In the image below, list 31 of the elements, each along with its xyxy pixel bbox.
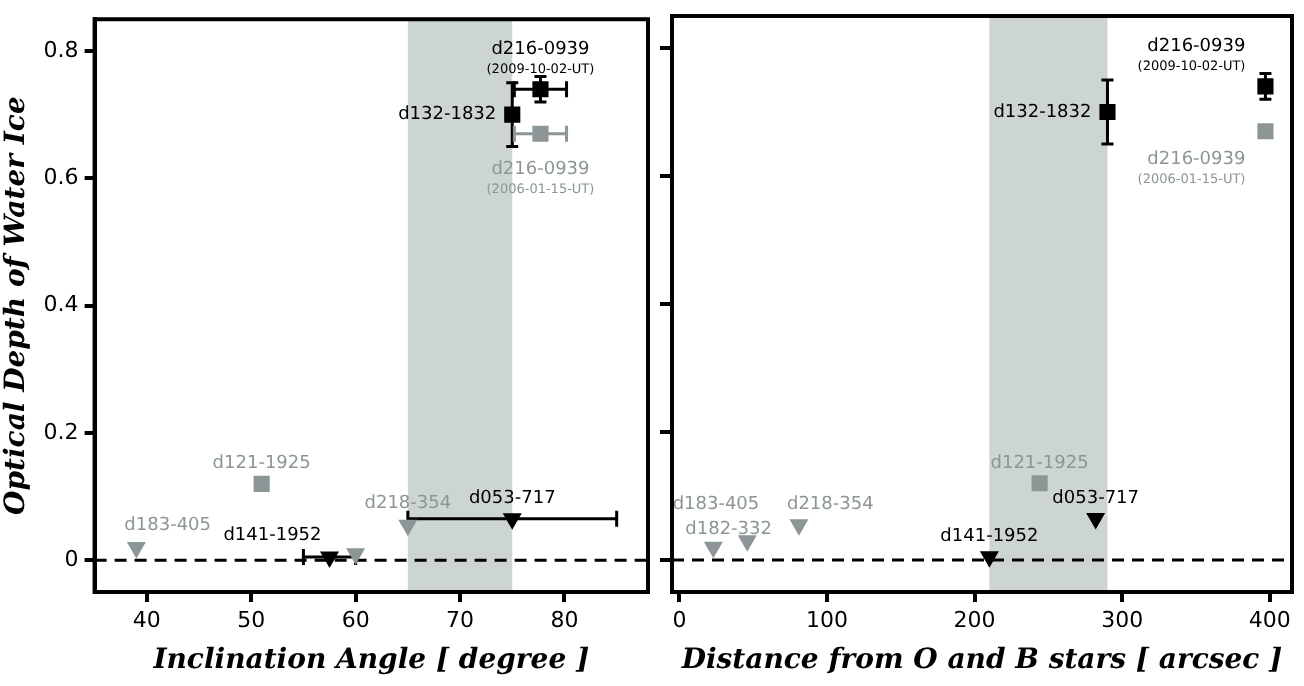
series-label: d183-405 — [124, 516, 212, 537]
y-tick-label: 0.6 — [43, 164, 79, 191]
x-tick-label: 100 — [806, 606, 848, 633]
series-label: d141-1952 — [940, 527, 1039, 548]
x-tick-label: 50 — [237, 606, 266, 633]
series-label: d218-354 — [786, 495, 875, 516]
series-label: d141-1952 — [223, 525, 322, 546]
x-tick-label: 300 — [1101, 606, 1144, 633]
y-tick-label: 0 — [64, 545, 79, 572]
y-tick-label: 0.2 — [43, 418, 79, 445]
series-label: d218-354 — [364, 493, 452, 514]
y-axis-title: Optical Depth of Water Ice — [0, 96, 33, 515]
x-tick-label: 40 — [132, 606, 161, 633]
series-label: d121-1925 — [990, 453, 1089, 474]
x-axis-title: Distance from O and B stars [ arcsec ] — [679, 644, 1284, 677]
series-label: d132-1832 — [398, 105, 497, 126]
x-tick-label: 60 — [341, 606, 370, 633]
x-tick-label: 0 — [672, 606, 687, 633]
series-label: d182-332 — [685, 519, 772, 540]
x-tick-label: 200 — [953, 606, 996, 633]
series-label: d132-1832 — [993, 102, 1092, 123]
x-tick-label: 70 — [446, 606, 475, 633]
y-tick-label: 0.4 — [43, 291, 79, 318]
x-tick-label: 400 — [1248, 606, 1291, 633]
y-tick-label: 0.8 — [43, 36, 79, 63]
x-tick-label: 80 — [550, 606, 579, 633]
series-label: d053-717 — [1052, 489, 1139, 510]
x-axis-title: Inclination Angle [ degree ] — [151, 644, 590, 677]
series-label: d121-1925 — [212, 454, 311, 475]
series-label: d183-405 — [672, 495, 760, 516]
series-label: d053-717 — [468, 489, 556, 510]
